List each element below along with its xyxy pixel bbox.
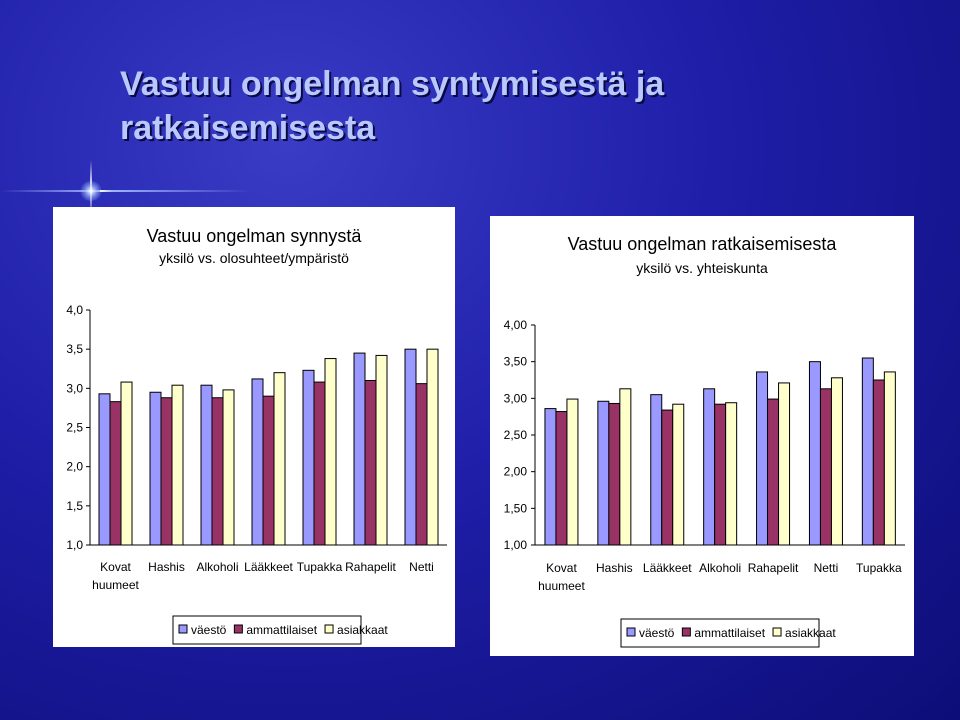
legend-swatch-väestö	[178, 624, 188, 634]
x-category-label: Lääkkeet	[643, 561, 692, 575]
legend-label-väestö: väestö	[191, 623, 227, 637]
slide-title: Vastuu ongelman syntymisestä ja ratkaise…	[120, 62, 920, 150]
y-tick-label: 3,00	[504, 391, 528, 405]
x-category-label: Rahapelit	[748, 561, 799, 575]
x-category-label: Tupakka	[856, 561, 902, 575]
y-tick-label: 4,00	[504, 318, 528, 332]
y-tick-label: 1,50	[504, 501, 528, 515]
bar-ammattilaiset-5	[819, 388, 832, 546]
legend-swatch-ammattilaiset	[681, 627, 691, 637]
x-category-label: Kovat huumeet	[92, 560, 139, 592]
bar-asiakkaat-0	[120, 381, 133, 546]
y-tick-label: 1,0	[66, 538, 83, 552]
chart-title: Vastuu ongelman synnystä	[147, 226, 363, 246]
legend-label-ammattilaiset: ammattilaiset	[246, 623, 317, 637]
x-category-label: Netti	[409, 560, 434, 574]
y-tick-label: 3,0	[66, 381, 83, 395]
y-tick-label: 2,5	[66, 421, 83, 435]
bar-asiakkaat-2	[222, 389, 235, 546]
x-category-label: Kovat huumeet	[538, 561, 585, 593]
bar-ammattilaiset-4	[767, 398, 780, 546]
bar-asiakkaat-6	[883, 371, 896, 546]
y-tick-label: 3,50	[504, 355, 528, 369]
x-category-label: Tupakka	[297, 560, 343, 574]
bar-väestö-0	[544, 408, 557, 546]
chart-subtitle: yksilö vs. olosuhteet/ympäristö	[159, 250, 349, 266]
bar-asiakkaat-3	[725, 402, 738, 546]
bar-asiakkaat-5	[375, 354, 388, 546]
bar-ammattilaiset-0	[555, 411, 568, 546]
x-category-label: Hashis	[148, 560, 185, 574]
bar-asiakkaat-1	[619, 388, 632, 546]
x-category-label: Alkoholi	[699, 561, 741, 575]
bar-asiakkaat-1	[171, 384, 184, 546]
x-category-label: Netti	[814, 561, 839, 575]
y-tick-label: 1,5	[66, 499, 83, 513]
slide-title-line2: ratkaisemisesta	[120, 109, 376, 147]
bar-väestö-5	[808, 361, 821, 546]
y-tick-label: 2,00	[504, 465, 528, 479]
bar-asiakkaat-2	[672, 403, 685, 546]
y-tick-label: 3,5	[66, 342, 83, 356]
legend-label-asiakkaat: asiakkaat	[337, 623, 388, 637]
bar-asiakkaat-6	[426, 348, 439, 546]
bar-asiakkaat-5	[830, 377, 843, 546]
legend-swatch-asiakkaat	[324, 624, 334, 634]
y-tick-label: 2,50	[504, 428, 528, 442]
light-flare-horizontal	[0, 190, 250, 192]
bar-ammattilaiset-6	[872, 379, 885, 546]
chart-title: Vastuu ongelman ratkaisemisesta	[568, 234, 838, 254]
bar-väestö-4	[756, 371, 769, 546]
legend-label-asiakkaat: asiakkaat	[785, 626, 836, 640]
legend-box	[620, 618, 820, 648]
bar-väestö-6	[861, 357, 874, 546]
legend-swatch-väestö	[626, 627, 636, 637]
bar-asiakkaat-3	[273, 372, 286, 546]
x-category-label: Hashis	[596, 561, 633, 575]
x-category-label: Alkoholi	[196, 560, 238, 574]
slide-title-line1: Vastuu ongelman syntymisestä ja	[120, 65, 665, 103]
bar-väestö-2	[650, 394, 663, 546]
bar-asiakkaat-0	[566, 398, 579, 546]
y-tick-label: 2,0	[66, 460, 83, 474]
bar-ammattilaiset-1	[608, 402, 621, 546]
bar-väestö-1	[597, 400, 610, 546]
bar-ammattilaiset-3	[714, 403, 727, 546]
y-tick-label: 4,0	[66, 303, 83, 317]
x-category-label: Rahapelit	[345, 560, 396, 574]
x-category-label: Lääkkeet	[244, 560, 293, 574]
light-flare-center	[80, 181, 102, 201]
legend-label-ammattilaiset: ammattilaiset	[694, 626, 765, 640]
bar-asiakkaat-4	[324, 358, 337, 546]
bar-asiakkaat-4	[778, 382, 791, 546]
bar-väestö-3	[703, 388, 716, 546]
bar-ammattilaiset-2	[661, 409, 674, 546]
legend-swatch-ammattilaiset	[233, 624, 243, 634]
y-tick-label: 1,00	[504, 538, 528, 552]
legend-swatch-asiakkaat	[772, 627, 782, 637]
chart-subtitle: yksilö vs. yhteiskunta	[636, 260, 768, 276]
legend-label-väestö: väestö	[639, 626, 675, 640]
